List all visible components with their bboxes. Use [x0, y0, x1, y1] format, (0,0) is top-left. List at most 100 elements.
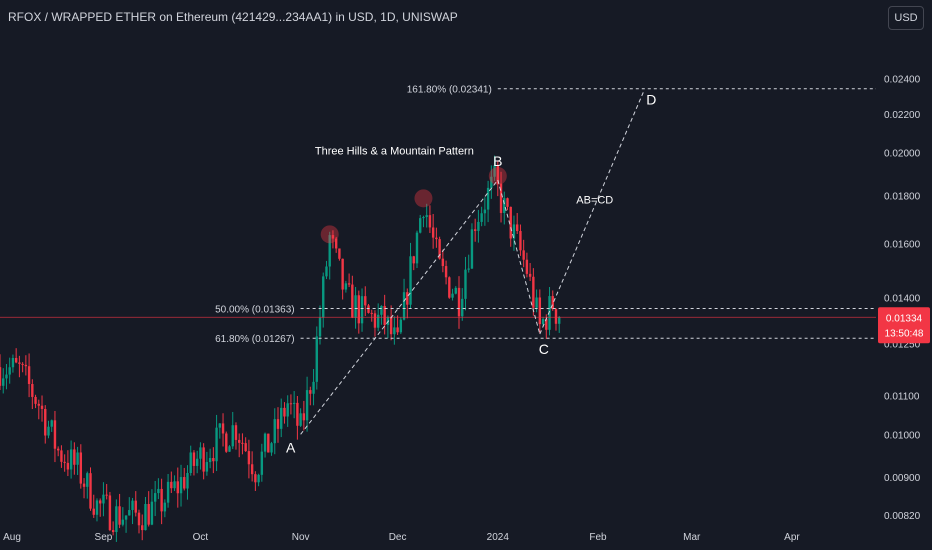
x-tick-label: 2024: [487, 532, 510, 543]
candle-body: [280, 407, 283, 429]
fib-level-label: 61.80% (0.01267): [215, 334, 295, 345]
candle-body: [292, 402, 296, 404]
candle-body: [490, 176, 493, 188]
candle-body: [548, 296, 551, 330]
candle-body: [312, 381, 315, 394]
candle-body: [47, 426, 50, 436]
candle-body: [296, 402, 299, 426]
candle-body: [121, 519, 125, 525]
candle-body: [551, 296, 554, 310]
candle-body: [99, 500, 102, 504]
candle-body: [351, 284, 354, 318]
currency-button[interactable]: USD: [888, 6, 924, 30]
candle-body: [27, 366, 31, 385]
hill-marker: [488, 166, 507, 185]
candle-body: [128, 510, 131, 516]
candle-body: [225, 433, 228, 452]
candle-body: [389, 316, 393, 335]
candle-body: [267, 433, 270, 453]
candle-body: [89, 473, 92, 509]
candle-body: [11, 357, 15, 368]
candle-body: [257, 474, 260, 483]
abcd-point-label: C: [539, 341, 549, 357]
candle-body: [276, 419, 280, 429]
candle-body: [309, 390, 312, 394]
candle-body: [506, 198, 509, 207]
fib-level-label: 50.00% (0.01363): [215, 305, 295, 316]
x-tick-label: Aug: [3, 532, 21, 543]
candle-body: [286, 403, 289, 417]
candle-body: [263, 433, 267, 452]
candle-body: [376, 314, 380, 328]
candle-body: [44, 408, 47, 436]
candle-body: [40, 405, 44, 409]
candle-body: [431, 227, 435, 238]
candle-body: [111, 530, 115, 533]
candle-body: [173, 481, 176, 489]
candle-body: [541, 319, 545, 325]
candle-body: [189, 452, 192, 474]
candle-body: [299, 413, 302, 426]
price-badge-price: 0.01334: [886, 313, 923, 324]
candle-body: [176, 481, 179, 494]
candle-body: [273, 419, 276, 444]
candle-body: [208, 458, 212, 463]
candle-body: [247, 451, 251, 465]
candle-body: [441, 258, 445, 267]
candle-body: [115, 506, 118, 533]
candle-body: [396, 327, 399, 333]
candle-body: [318, 317, 322, 337]
x-tick-label: Nov: [292, 532, 310, 543]
candle-body: [334, 238, 338, 249]
candle-body: [160, 488, 163, 512]
candle-body: [205, 462, 209, 472]
candle-body: [21, 363, 24, 365]
candle-body: [0, 367, 2, 386]
candle-body: [241, 442, 244, 444]
candle-body: [341, 258, 344, 290]
candle-body: [131, 500, 134, 511]
candle-body: [545, 319, 548, 330]
candle-body: [95, 500, 99, 515]
candle-body: [457, 287, 461, 317]
candle-body: [82, 483, 86, 487]
candle-body: [270, 443, 273, 453]
candle-body: [147, 503, 150, 525]
candle-body: [186, 473, 189, 489]
candle-body: [234, 425, 238, 440]
candle-body: [69, 449, 73, 470]
candle-body: [486, 187, 490, 210]
y-tick-label: 0.00900: [884, 473, 921, 484]
candle-body: [354, 295, 357, 318]
chart-title: RFOX / WRAPPED ETHER on Ethereum (421429…: [8, 10, 458, 24]
x-tick-label: Sep: [95, 532, 113, 543]
candle-body: [118, 506, 121, 525]
candle-body: [535, 297, 538, 308]
candle-body: [383, 305, 386, 325]
time-axis[interactable]: Aug Sep Oct Nov Dec 2024 Feb Mar Apr: [3, 532, 800, 543]
y-tick-label: 0.02400: [884, 75, 921, 86]
candle-body: [73, 449, 76, 465]
abcd-point-label: A: [286, 439, 296, 455]
candle-body: [315, 336, 318, 382]
candle-body: [105, 494, 108, 496]
candle-body: [480, 213, 483, 222]
candle-body: [302, 413, 306, 421]
candle-body: [399, 319, 403, 333]
candle-body: [428, 215, 432, 228]
price-axis[interactable]: 0.02400 0.02200 0.02000 0.01800 0.01600 0.014…: [884, 75, 921, 522]
candle-body: [473, 229, 477, 231]
candle-body: [444, 266, 448, 278]
candle-body: [477, 221, 480, 231]
candle-body: [522, 250, 525, 260]
candle-body: [435, 237, 438, 240]
y-tick-label: 0.01600: [884, 239, 921, 250]
candle-body: [422, 217, 425, 219]
candle-body: [519, 231, 522, 251]
candle-body: [170, 481, 173, 489]
abcd-point-label: D: [646, 91, 656, 107]
candle-body: [425, 215, 428, 218]
candle-body: [221, 423, 225, 434]
chart-annotation: Three Hills & a Mountain Pattern: [315, 146, 474, 158]
